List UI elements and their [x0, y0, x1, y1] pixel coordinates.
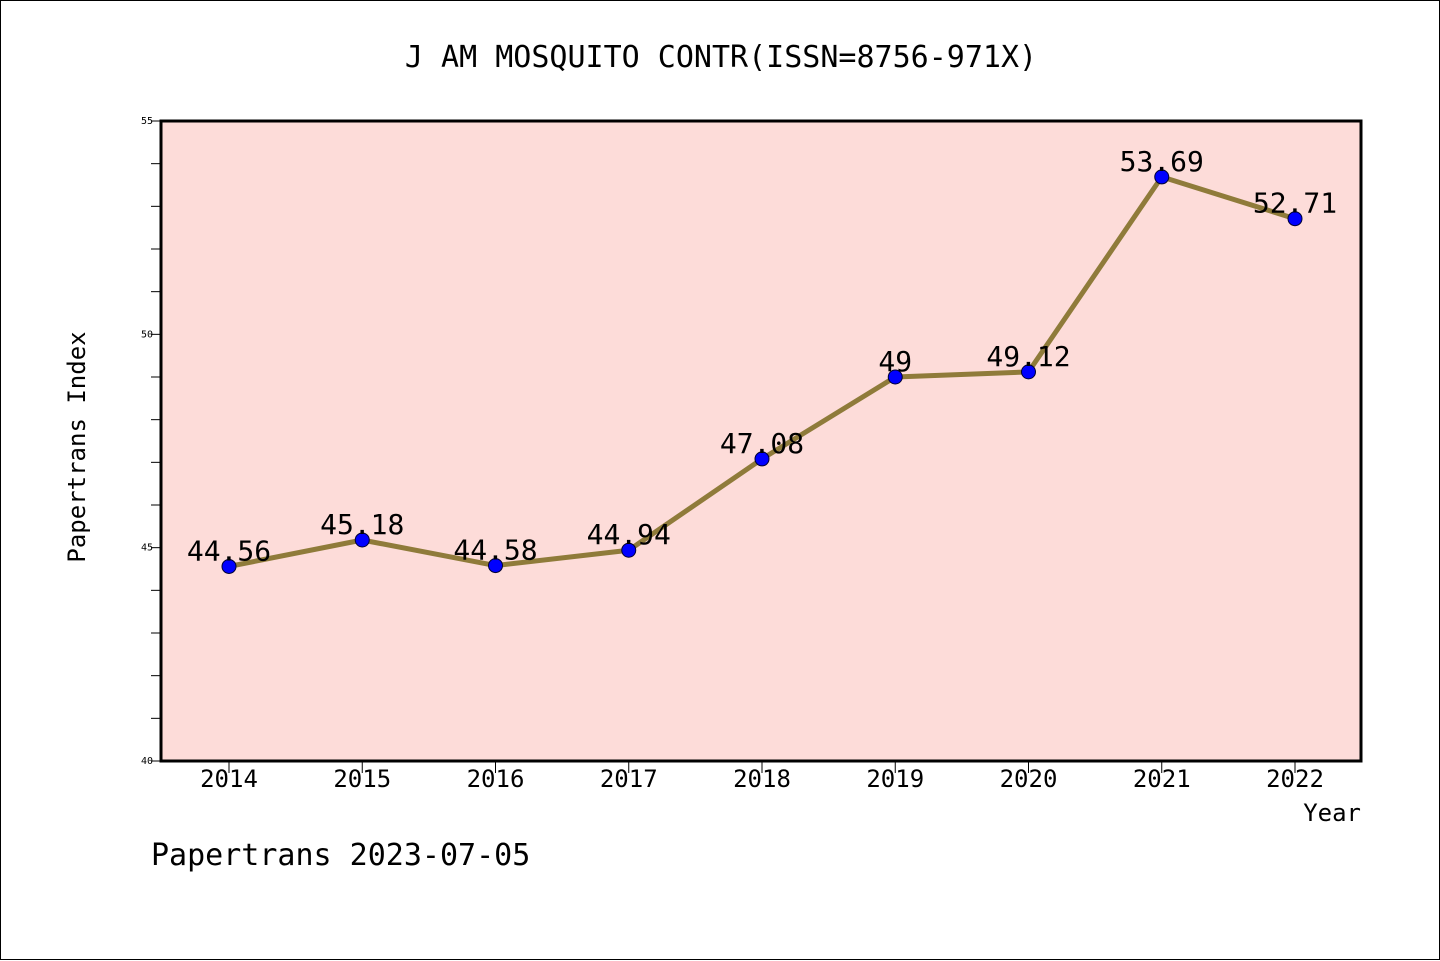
data-value-label: 44.94	[587, 518, 671, 551]
y-tick-label: 55	[141, 116, 153, 127]
footer-date-stamp: Papertrans 2023-07-05	[151, 838, 530, 873]
plot-area	[161, 121, 1361, 761]
data-value-label: 47.08	[720, 427, 804, 460]
y-tick-label: 50	[141, 329, 153, 340]
data-point-marker	[621, 542, 637, 558]
y-tick-label: 45	[141, 543, 153, 554]
data-point-marker	[754, 451, 770, 467]
x-tick-label: 2019	[866, 765, 924, 793]
data-value-label: 44.58	[453, 534, 537, 567]
data-point-marker	[1287, 211, 1303, 227]
x-tick-label: 2022	[1266, 765, 1324, 793]
data-value-label: 45.18	[320, 508, 404, 541]
x-tick-label: 2017	[600, 765, 658, 793]
data-value-label: 53.69	[1120, 145, 1204, 178]
y-axis-minor-ticks	[151, 120, 161, 762]
data-labels: 44.56 45.18 44.58 44.94 47.08 49 49.12 53.69 52.…	[187, 145, 1337, 568]
x-axis-ticks: 2014 2015 2016 2017 2018 2019 2020 2021 2022	[200, 761, 1324, 793]
data-value-label: 44.56	[187, 534, 271, 567]
x-tick-label: 2020	[1000, 765, 1058, 793]
chart-title: J AM MOSQUITO CONTR(ISSN=8756-971X)	[405, 40, 1037, 75]
x-tick-label: 2014	[200, 765, 258, 793]
x-tick-label: 2016	[467, 765, 525, 793]
data-point-marker	[887, 369, 903, 385]
data-point-marker	[354, 532, 370, 548]
data-value-label: 52.71	[1253, 187, 1337, 220]
data-points	[221, 169, 1303, 574]
x-tick-label: 2018	[733, 765, 791, 793]
y-tick-label: 40	[141, 756, 153, 767]
plot-border	[159, 119, 1363, 763]
x-axis-label: Year	[1303, 799, 1361, 827]
x-tick-label: 2015	[333, 765, 391, 793]
data-point-marker	[221, 558, 237, 574]
x-tick-label: 2021	[1133, 765, 1191, 793]
data-value-label: 49	[878, 345, 912, 378]
y-axis-label: Papertrans Index	[63, 331, 91, 562]
data-point-marker	[1154, 169, 1170, 185]
data-point-marker	[1021, 364, 1036, 380]
data-value-label: 49.12	[986, 340, 1070, 373]
data-point-marker	[488, 558, 503, 574]
y-axis-ticks: 40 45 50 55	[141, 116, 153, 767]
